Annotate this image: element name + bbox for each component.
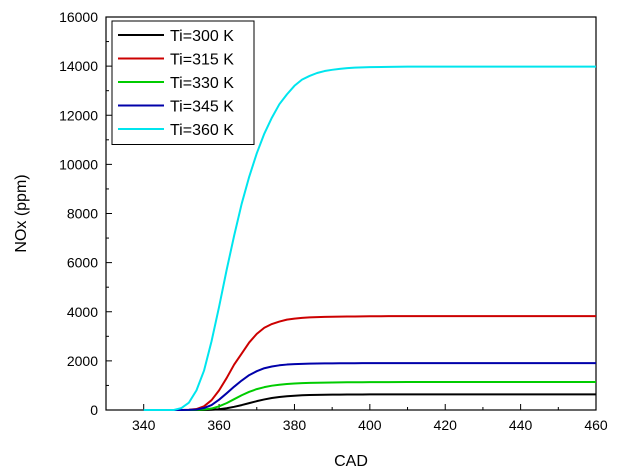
y-tick-label: 2000	[67, 353, 98, 369]
x-tick-label: 340	[132, 417, 156, 433]
x-tick-label: 380	[283, 417, 307, 433]
y-axis-title: NOx (ppm)	[13, 174, 30, 252]
legend-label: Ti=345 K	[170, 99, 234, 116]
y-tick-label: 4000	[67, 304, 98, 320]
y-tick-label: 12000	[59, 107, 98, 123]
series-line-3	[143, 381, 596, 411]
legend-label: Ti=315 K	[170, 52, 234, 69]
y-tick-label: 10000	[59, 156, 98, 172]
x-tick-label: 440	[509, 417, 533, 433]
x-tick-label: 420	[434, 417, 458, 433]
y-tick-label: 14000	[59, 58, 98, 74]
y-tick-label: 8000	[67, 206, 98, 222]
series-layer	[143, 65, 596, 411]
x-tick-label: 360	[207, 417, 231, 433]
legend-label: Ti=300 K	[170, 28, 234, 45]
series-line-2	[143, 315, 596, 411]
legend: Ti=300 K Ti=315 K Ti=330 K Ti=345 K Ti=360 K	[111, 20, 255, 145]
series-line-4	[143, 362, 596, 411]
x-tick-label: 400	[358, 417, 382, 433]
y-tick-label: 16000	[59, 9, 98, 25]
y-tick-label: 0	[90, 402, 98, 418]
axes-layer: 340 360 380 400 420 440 460 0 2000 4000 6000 8000 10…	[59, 9, 608, 433]
legend-label: Ti=330 K	[170, 75, 234, 92]
series-line-5	[143, 65, 596, 411]
x-tick-label: 460	[584, 417, 608, 433]
y-tick-label: 6000	[67, 255, 98, 271]
x-axis-title: CAD	[334, 453, 368, 470]
legend-label: Ti=360 K	[170, 122, 234, 139]
